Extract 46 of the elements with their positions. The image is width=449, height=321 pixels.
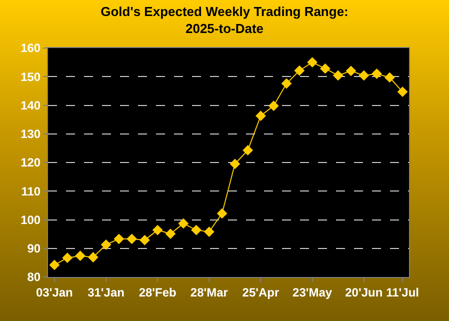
x-tick-label: 03'Jan (36, 285, 73, 300)
chart-title: Gold's Expected Weekly Trading Range: 2025-to-Date (100, 4, 348, 36)
point (372, 68, 382, 79)
point (230, 158, 240, 170)
point (307, 57, 318, 68)
y-tick-label: 80 (27, 270, 41, 284)
point (152, 224, 163, 236)
x-tick-label: 28'Feb (138, 285, 176, 300)
point (49, 260, 60, 270)
y-tick-label: 140 (20, 98, 41, 112)
point (384, 72, 395, 83)
point (62, 252, 73, 264)
point (126, 234, 137, 244)
y-tick-label: 120 (20, 156, 41, 170)
point (281, 78, 292, 89)
point (320, 63, 330, 74)
point (242, 144, 254, 156)
point (332, 70, 344, 81)
point (140, 234, 150, 246)
x-tick-label: 23'May (292, 285, 332, 300)
point (346, 66, 356, 76)
y-tick-label: 90 (27, 242, 41, 256)
point (204, 226, 214, 237)
x-tick-label: 31'Jan (88, 285, 124, 300)
point (165, 228, 176, 239)
point (88, 252, 98, 262)
x-tick-label: 20'Jun (345, 285, 383, 300)
point (268, 100, 279, 112)
point (256, 110, 266, 122)
x-tick-label: 28'Mar (190, 285, 228, 300)
point (75, 250, 86, 262)
x-tick-label: 11'Jul (386, 285, 419, 300)
y-tick-label: 130 (20, 127, 41, 142)
point (178, 218, 189, 229)
point (191, 224, 202, 236)
point (294, 65, 305, 76)
y-tick-label: 150 (20, 70, 41, 84)
y-tick-label: 160 (20, 41, 41, 56)
y-tick-label: 110 (21, 184, 41, 198)
point (397, 86, 408, 97)
point (358, 70, 370, 81)
x-tick-label: 25'Apr (242, 285, 280, 300)
point (216, 208, 228, 219)
point (114, 234, 124, 244)
y-tick-label: 100 (20, 212, 41, 227)
point (100, 239, 112, 250)
